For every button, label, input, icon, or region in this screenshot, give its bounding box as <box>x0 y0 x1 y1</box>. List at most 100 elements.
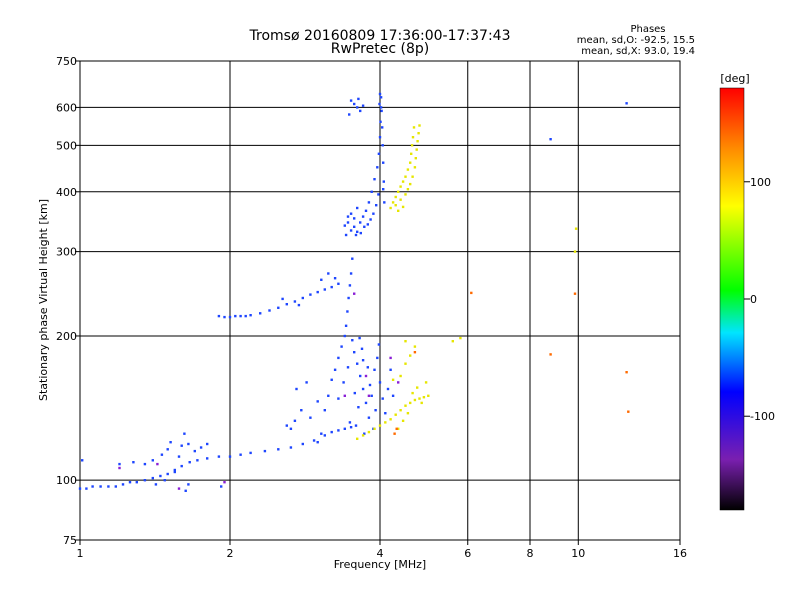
data-point <box>397 190 400 193</box>
data-point <box>399 409 402 412</box>
data-point <box>397 427 400 430</box>
data-point <box>394 195 397 199</box>
data-point <box>399 185 402 188</box>
data-point <box>382 161 385 164</box>
data-point <box>406 412 410 415</box>
data-point <box>180 464 183 468</box>
data-point <box>573 250 577 253</box>
data-point <box>393 432 396 435</box>
data-point <box>163 479 166 482</box>
data-point <box>337 397 340 400</box>
data-point <box>410 144 414 147</box>
data-point <box>118 462 121 466</box>
data-point <box>169 441 172 444</box>
data-point <box>220 485 223 488</box>
data-point <box>206 457 209 460</box>
data-point <box>389 356 392 360</box>
data-point <box>234 314 237 318</box>
scatter-points <box>78 92 630 492</box>
data-point <box>389 418 392 421</box>
data-point <box>285 303 288 306</box>
data-point <box>309 416 312 419</box>
data-point <box>377 152 381 155</box>
data-point <box>420 401 423 405</box>
data-point <box>358 336 361 340</box>
data-point <box>173 468 176 472</box>
data-point <box>378 424 382 427</box>
data-point <box>354 424 358 427</box>
data-point <box>367 201 371 204</box>
data-point <box>353 391 356 395</box>
data-point <box>244 314 247 318</box>
y-tick-label: 100 <box>56 474 77 487</box>
data-point <box>367 416 371 419</box>
data-point <box>114 485 117 488</box>
data-point <box>397 209 400 212</box>
y-tick-label: 400 <box>56 186 77 199</box>
data-point <box>379 106 383 109</box>
data-point <box>228 315 232 319</box>
data-point <box>364 401 368 405</box>
data-point <box>573 292 577 295</box>
data-point <box>132 461 135 464</box>
data-point <box>351 257 354 260</box>
data-point <box>359 109 362 113</box>
data-point <box>337 356 340 360</box>
series-x <box>356 124 578 440</box>
data-point <box>206 442 209 446</box>
data-point <box>625 102 628 105</box>
data-point <box>337 282 340 285</box>
data-point <box>143 462 147 466</box>
data-point <box>359 221 362 224</box>
colorbar-tick-label: -100 <box>750 410 775 423</box>
data-point <box>353 351 356 354</box>
y-tick-label: 300 <box>56 246 77 259</box>
data-point <box>361 104 365 107</box>
data-point <box>154 483 158 486</box>
data-point <box>364 209 368 212</box>
data-point <box>381 126 384 129</box>
data-point <box>406 188 410 191</box>
data-point <box>223 481 226 484</box>
data-point <box>389 368 392 371</box>
y-tick-label: 75 <box>63 534 77 547</box>
data-point <box>312 439 316 442</box>
data-point <box>346 215 350 218</box>
data-point <box>356 106 359 109</box>
data-point <box>343 427 346 430</box>
data-point <box>373 368 376 371</box>
data-point <box>305 381 308 384</box>
data-point <box>199 446 203 449</box>
data-point <box>574 227 578 230</box>
data-point <box>378 381 382 384</box>
data-point <box>330 430 333 434</box>
data-point <box>217 455 221 458</box>
data-point <box>320 432 323 435</box>
data-point <box>348 113 351 116</box>
data-point <box>409 182 412 186</box>
data-point <box>159 474 162 478</box>
data-point <box>413 345 417 348</box>
data-point <box>166 448 169 451</box>
data-point <box>363 225 366 228</box>
data-point <box>160 453 164 456</box>
data-point <box>414 157 417 160</box>
data-point <box>363 432 366 435</box>
data-point <box>327 394 330 397</box>
data-point <box>367 394 371 397</box>
data-point <box>239 314 242 318</box>
data-point <box>268 309 271 312</box>
data-point <box>356 230 359 233</box>
x-tick-label: 1 <box>77 547 84 560</box>
data-point <box>293 300 297 303</box>
data-point <box>151 476 154 480</box>
data-point <box>289 427 293 430</box>
data-point <box>349 99 353 102</box>
data-point <box>316 400 319 403</box>
x-tick-label: 2 <box>227 547 234 560</box>
data-point <box>342 381 345 384</box>
data-point <box>366 366 369 369</box>
data-point <box>333 277 337 280</box>
data-point <box>404 362 407 365</box>
data-point <box>351 339 354 342</box>
